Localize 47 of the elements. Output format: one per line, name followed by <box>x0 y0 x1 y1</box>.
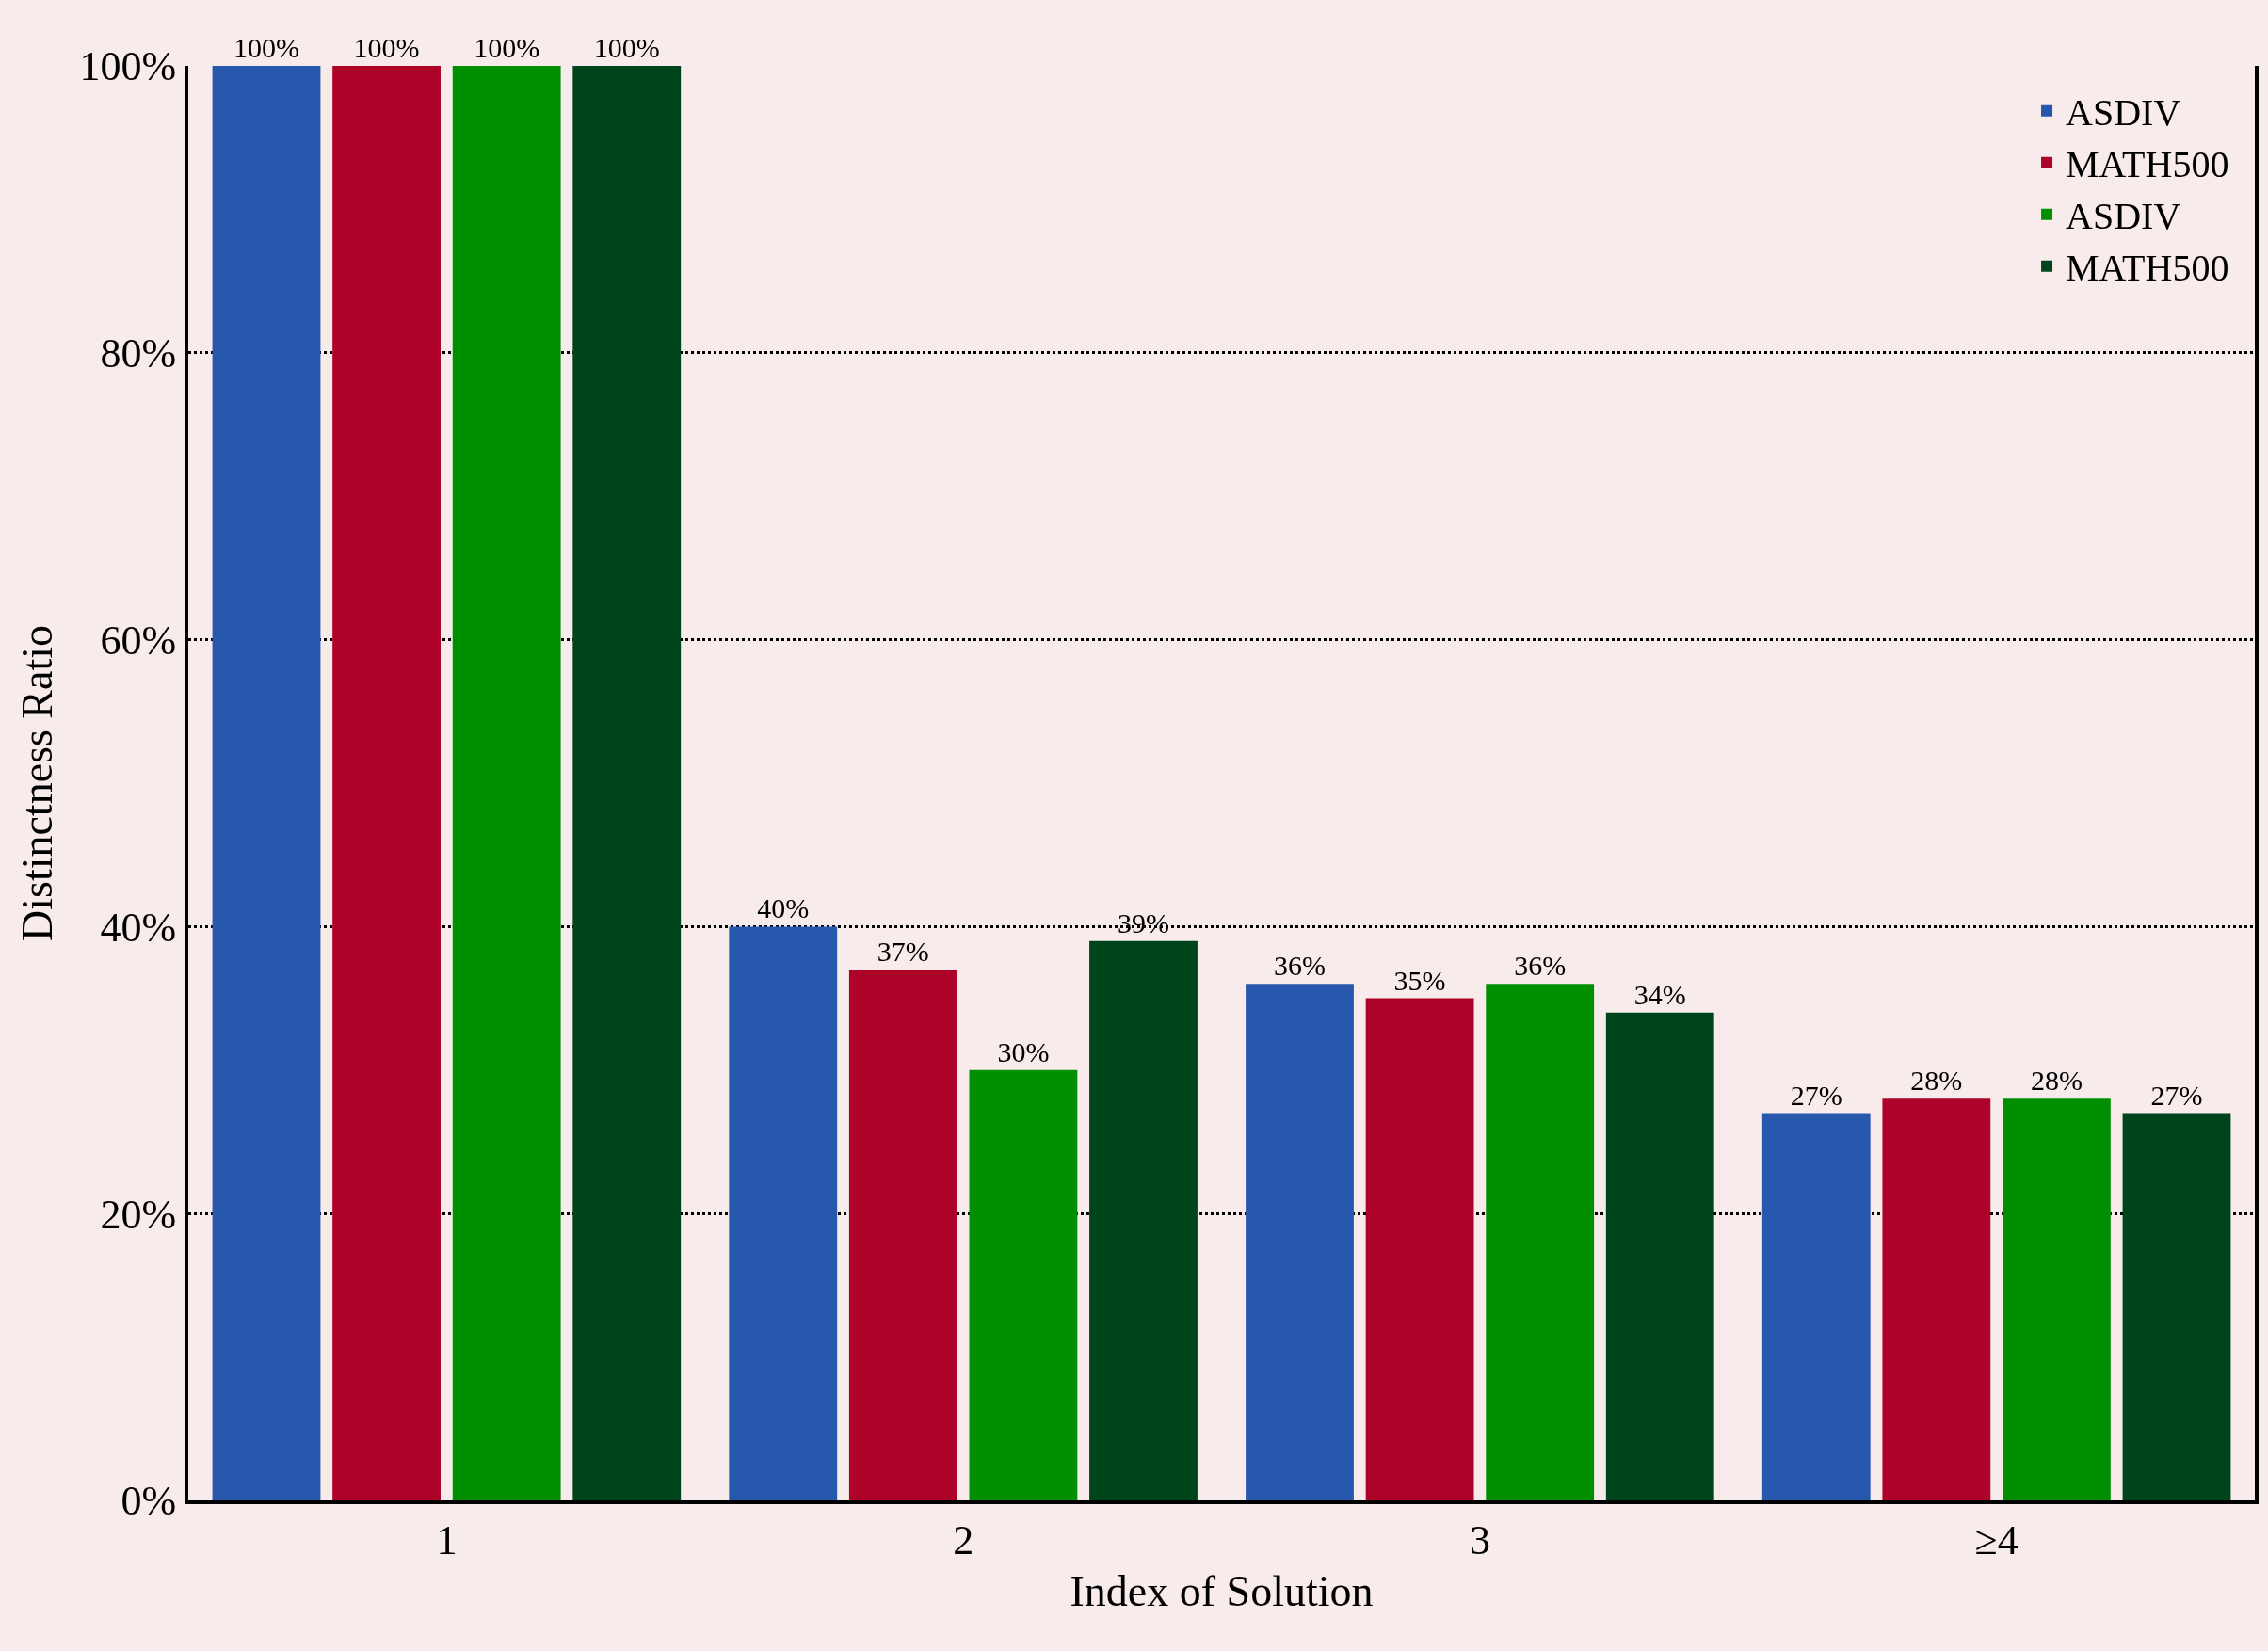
data-label: 28% <box>2030 1065 2083 1097</box>
data-label: 100% <box>353 32 420 63</box>
x-tick-label: 1 <box>436 1516 458 1563</box>
legend-label: MATH500 <box>2066 143 2229 186</box>
bar <box>212 66 321 1500</box>
y-tick-label: 100% <box>79 43 177 90</box>
bar <box>848 970 957 1500</box>
y-tick-label: 40% <box>100 904 177 951</box>
data-label: 100% <box>474 32 540 63</box>
x-tick-label: 3 <box>1469 1516 1490 1563</box>
data-label: 36% <box>1274 950 1326 982</box>
data-label: 28% <box>1910 1065 1963 1097</box>
bar <box>2003 1098 2111 1500</box>
legend-label: MATH500 <box>2066 247 2229 290</box>
y-tick-label: 80% <box>100 330 177 377</box>
data-label: 100% <box>593 32 660 63</box>
bar <box>1089 940 1198 1500</box>
x-tick-label: ≥4 <box>1974 1516 2019 1563</box>
data-label: 27% <box>2150 1079 2203 1111</box>
y-tick-label: 60% <box>100 617 177 664</box>
data-label: 35% <box>1393 964 1446 996</box>
data-label: 36% <box>1514 950 1567 982</box>
bar <box>1246 984 1354 1500</box>
bar <box>1365 998 1474 1500</box>
bar <box>1882 1098 1991 1500</box>
legend-label: ASDIV <box>2066 195 2181 238</box>
x-axis-title: Index of Solution <box>1070 1567 1374 1615</box>
y-tick-label: 20% <box>100 1191 177 1238</box>
y-tick-label: 0% <box>121 1478 177 1525</box>
data-label: 27% <box>1790 1079 1842 1111</box>
data-label: 40% <box>757 892 810 924</box>
x-tick-label: 2 <box>953 1516 974 1563</box>
bar <box>2122 1113 2231 1500</box>
bar <box>729 926 838 1500</box>
y-axis-title: Distinctness Ratio <box>13 624 62 942</box>
data-label: 37% <box>877 936 929 968</box>
legend-label: ASDIV <box>2066 91 2181 135</box>
bar <box>1761 1113 1871 1500</box>
bar <box>572 66 682 1500</box>
bar <box>452 66 561 1500</box>
data-label: 30% <box>997 1035 1050 1067</box>
bar <box>1486 984 1595 1500</box>
data-label: 100% <box>233 32 299 63</box>
data-label: 34% <box>1633 978 1686 1010</box>
bar <box>1605 1012 1714 1500</box>
bar <box>969 1069 1078 1500</box>
bar <box>332 66 441 1500</box>
